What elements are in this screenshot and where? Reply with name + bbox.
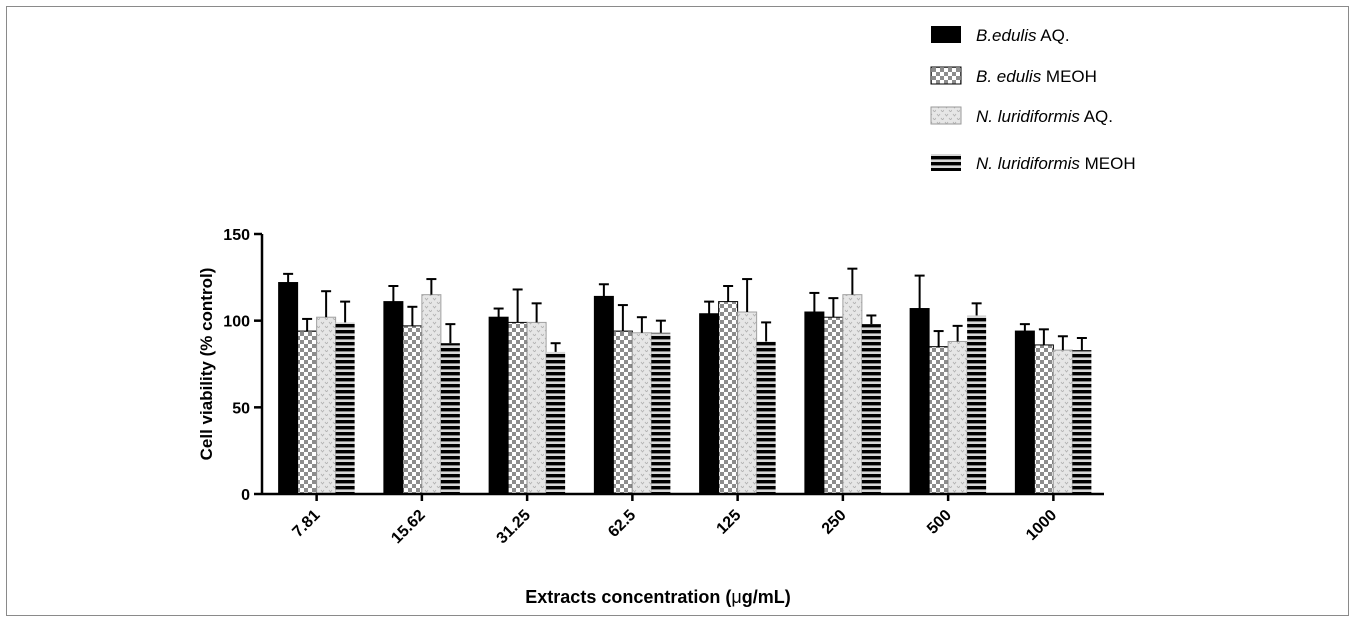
bar-s0-c2 bbox=[488, 316, 509, 495]
error-bars-layer bbox=[283, 267, 1087, 352]
x-tick-label-1: 15.62 bbox=[388, 507, 428, 547]
bar-s0-c4 bbox=[699, 313, 720, 495]
legend: B.edulis AQ. B. edulis MEOH N. luridifor… bbox=[930, 26, 1136, 173]
bar-s3-c5 bbox=[861, 324, 881, 494]
legend-swatch-2 bbox=[930, 106, 962, 125]
y-tick-label-1: 50 bbox=[232, 400, 250, 417]
bars-layer bbox=[278, 282, 1092, 495]
bar-s2-c5 bbox=[842, 294, 863, 495]
y-tick-label-2: 100 bbox=[223, 314, 250, 331]
bar-s3-c0 bbox=[335, 322, 355, 494]
bar-s2-c0 bbox=[316, 316, 337, 495]
bar-s3-c4 bbox=[756, 341, 776, 494]
y-axis-label: Cell viability (% control) bbox=[197, 268, 216, 461]
bar-s2-c7 bbox=[1052, 349, 1073, 495]
x-ticks: 7.81 15.62 31.25 62.5 125 250 500 1000 bbox=[289, 494, 1060, 547]
bar-s0-c1 bbox=[383, 301, 404, 495]
bar-s1-c0 bbox=[297, 330, 318, 495]
x-tick-label-6: 500 bbox=[924, 507, 955, 538]
bar-s3-c1 bbox=[440, 343, 460, 494]
bar-s2-c2 bbox=[526, 321, 547, 495]
bar-s1-c1 bbox=[402, 325, 423, 495]
x-tick-label-7: 1000 bbox=[1023, 507, 1060, 544]
legend-swatch-1 bbox=[930, 66, 962, 85]
svg-text:N. luridiformis AQ.: N. luridiformis AQ. bbox=[976, 107, 1113, 126]
legend-item-2: N. luridiformis AQ. bbox=[930, 106, 1113, 126]
bar-s1-c7 bbox=[1033, 344, 1054, 495]
x-tick-label-4: 125 bbox=[714, 507, 745, 538]
bar-s3-c6 bbox=[967, 315, 987, 494]
bar-s2-c1 bbox=[421, 294, 442, 495]
y-tick-label-3: 150 bbox=[223, 227, 250, 244]
bar-s1-c6 bbox=[928, 346, 949, 495]
x-tick-label-2: 31.25 bbox=[494, 507, 534, 547]
bar-s2-c3 bbox=[631, 332, 652, 495]
x-tick-label-0: 7.81 bbox=[289, 507, 323, 541]
axes bbox=[260, 234, 1104, 496]
bar-s3-c2 bbox=[546, 351, 566, 494]
legend-item-1: B. edulis MEOH bbox=[930, 66, 1097, 86]
bar-s1-c4 bbox=[718, 301, 739, 495]
bar-s0-c0 bbox=[278, 282, 299, 495]
svg-text:B. edulis MEOH: B. edulis MEOH bbox=[976, 67, 1097, 86]
bar-s0-c7 bbox=[1014, 330, 1035, 495]
bar-s1-c2 bbox=[507, 321, 528, 495]
figure-frame bbox=[6, 6, 1349, 616]
legend-item-0: B.edulis AQ. bbox=[931, 26, 1070, 45]
x-tick-label-5: 250 bbox=[819, 507, 850, 538]
y-ticks: 0 50 100 150 bbox=[223, 227, 262, 504]
legend-swatch-0 bbox=[931, 26, 961, 43]
bar-s2-c6 bbox=[947, 340, 968, 495]
svg-text:N. luridiformis MEOH: N. luridiformis MEOH bbox=[976, 154, 1136, 173]
x-tick-label-3: 62.5 bbox=[605, 507, 639, 541]
x-axis-label: Extracts concentration (μg/mL) bbox=[525, 587, 790, 607]
bar-s0-c5 bbox=[804, 311, 825, 495]
legend-item-3: N. luridiformis MEOH bbox=[931, 154, 1136, 173]
bar-s3-c3 bbox=[651, 332, 671, 494]
bar-s1-c5 bbox=[823, 316, 844, 495]
y-tick-label-0: 0 bbox=[241, 487, 250, 504]
bar-s0-c3 bbox=[593, 295, 614, 495]
bar-s2-c4 bbox=[737, 311, 758, 495]
bar-s3-c7 bbox=[1072, 350, 1092, 494]
bar-s0-c6 bbox=[909, 308, 930, 495]
svg-text:B.edulis AQ.: B.edulis AQ. bbox=[976, 26, 1070, 45]
bar-s1-c3 bbox=[612, 330, 633, 495]
legend-swatch-3 bbox=[931, 154, 961, 171]
